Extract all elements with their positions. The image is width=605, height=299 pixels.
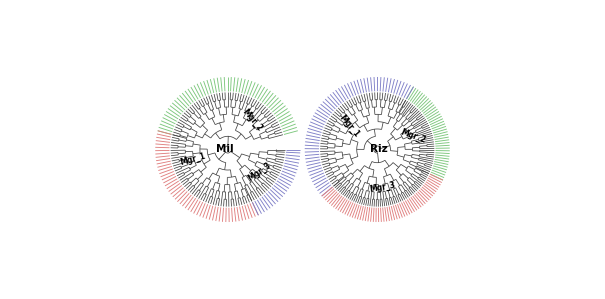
Text: Riz: Riz (370, 144, 388, 155)
Text: Mgr_2: Mgr_2 (240, 107, 264, 133)
Text: Mgr_1: Mgr_1 (338, 113, 361, 139)
Text: Mgr_2: Mgr_2 (399, 128, 427, 145)
Text: Mgr_1: Mgr_1 (178, 151, 206, 167)
Text: Mgr_3: Mgr_3 (369, 181, 396, 194)
Text: Mgr_3: Mgr_3 (246, 160, 272, 183)
Text: Mil: Mil (216, 144, 234, 155)
